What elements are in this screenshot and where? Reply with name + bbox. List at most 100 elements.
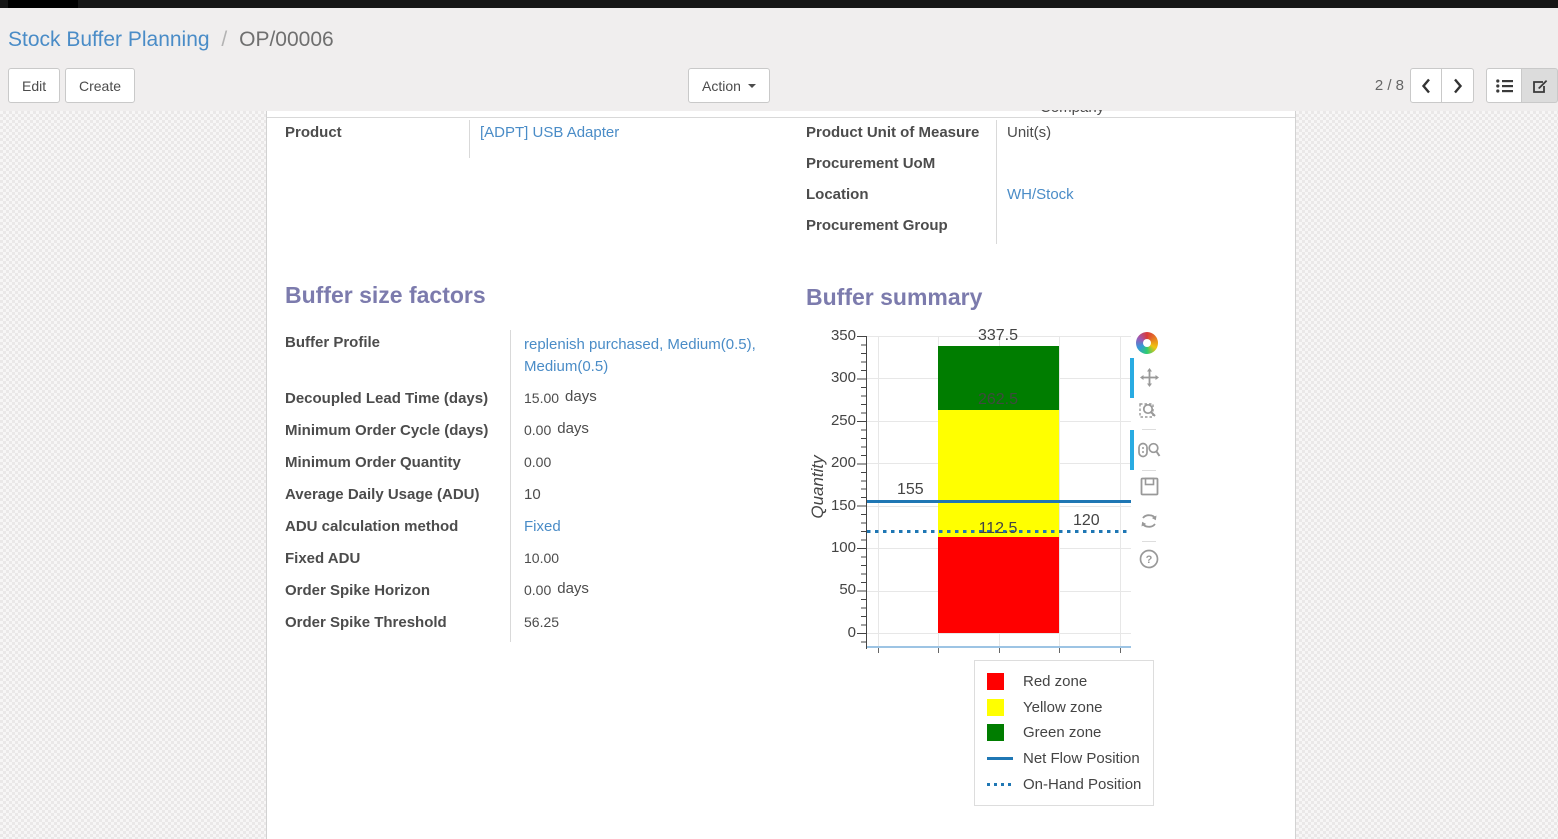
- action-label: Action: [702, 77, 741, 94]
- pager-next-button[interactable]: [1442, 68, 1474, 103]
- zoom-in-out-button[interactable]: [1137, 440, 1161, 460]
- order-spike-horizon-value: 0.00: [524, 582, 552, 598]
- reset-button[interactable]: [1139, 511, 1159, 531]
- chevron-right-icon: [1453, 78, 1462, 93]
- x-axis-tick: [1120, 648, 1121, 653]
- legend-item-net-flow[interactable]: Net Flow Position: [987, 750, 1153, 767]
- caret-down-icon: [747, 83, 756, 88]
- clipped-company-value: Company: [1040, 110, 1160, 117]
- gridline: [878, 336, 879, 646]
- field-row-adu: Average Daily Usage (ADU) 10: [285, 482, 790, 514]
- plotly-logo-icon[interactable]: [1136, 332, 1158, 354]
- field-row-min-order-cycle: Minimum Order Cycle (days) 0.00 days: [285, 418, 790, 450]
- product-field-group: Product [ADPT] USB Adapter: [285, 120, 790, 158]
- y-tick-label: 150: [830, 497, 856, 514]
- adu-method-value-link[interactable]: Fixed: [524, 518, 561, 535]
- field-row-procurement-group: Procurement Group: [806, 213, 1295, 244]
- buffer-profile-value-link[interactable]: replenish purchased, Medium(0.5), Medium…: [524, 336, 756, 375]
- decoupled-lead-time-label: Decoupled Lead Time (days): [285, 386, 511, 418]
- product-value-link[interactable]: [ADPT] USB Adapter: [480, 124, 620, 141]
- legend-item-yellow-zone[interactable]: Yellow zone: [987, 698, 1153, 716]
- order-spike-horizon-label: Order Spike Horizon: [285, 578, 511, 610]
- min-order-quantity-label: Minimum Order Quantity: [285, 450, 511, 482]
- pan-button[interactable]: [1139, 367, 1159, 387]
- legend-item-on-hand[interactable]: On-Hand Position: [987, 776, 1153, 793]
- pager-previous-button[interactable]: [1410, 68, 1442, 103]
- red-top-value-label: 112.5: [978, 520, 1018, 537]
- procurement-uom-field-value: [997, 151, 1007, 159]
- help-icon: ?: [1139, 549, 1159, 569]
- uom-field-group: Product Unit of Measure Unit(s) Procurem…: [806, 120, 1295, 244]
- legend-label: Net Flow Position: [1023, 750, 1140, 768]
- box-zoom-button[interactable]: [1139, 400, 1159, 420]
- chevron-left-icon: [1421, 78, 1430, 93]
- field-row-location: Location WH/Stock: [806, 182, 1295, 213]
- breadcrumb: Stock Buffer Planning / OP/00006: [8, 28, 334, 52]
- adu-value: 10: [524, 486, 541, 503]
- yellow-zone-bar: [938, 410, 1059, 537]
- decoupled-lead-time-unit: days: [565, 388, 597, 405]
- modebar-separator: [1142, 470, 1156, 471]
- help-button[interactable]: ?: [1139, 549, 1159, 569]
- y-tick-label: 300: [830, 369, 856, 386]
- x-axis-tick: [938, 648, 939, 653]
- top-navbar-segment: [8, 0, 78, 8]
- on-hand-value-label: 120: [1073, 512, 1100, 529]
- field-row-procurement-uom: Procurement UoM: [806, 151, 1295, 182]
- fixed-adu-label: Fixed ADU: [285, 546, 511, 578]
- y-tick-label: 100: [830, 539, 856, 556]
- chart-plot-area[interactable]: 337.5 262.5 112.5 155 120: [866, 327, 1131, 653]
- modebar-separator: [1142, 541, 1156, 542]
- list-icon: [1495, 78, 1513, 93]
- legend-label: On-Hand Position: [1023, 775, 1142, 793]
- pager-count: 2 / 8: [1374, 77, 1404, 94]
- x-axis-line: [867, 646, 1131, 648]
- net-flow-value-label: 155: [897, 481, 924, 498]
- order-spike-threshold-value: 56.25: [524, 614, 560, 630]
- location-field-label: Location: [806, 182, 997, 213]
- create-button[interactable]: Create: [65, 68, 136, 103]
- field-row-order-spike-threshold: Order Spike Threshold 56.25: [285, 610, 790, 642]
- yellow-zone-swatch: [987, 698, 1004, 716]
- save-button[interactable]: [1139, 476, 1159, 496]
- legend-item-green-zone[interactable]: Green zone: [987, 724, 1153, 742]
- save-icon: [1140, 477, 1158, 495]
- breadcrumb-parent-link[interactable]: Stock Buffer Planning: [8, 28, 210, 51]
- y-tick-label: 50: [839, 581, 856, 598]
- gridline: [1059, 336, 1060, 646]
- procurement-group-field-label: Procurement Group: [806, 213, 997, 244]
- decoupled-lead-time-value: 15.00: [524, 390, 560, 406]
- action-dropdown-button[interactable]: Action: [688, 68, 770, 103]
- on-hand-position-line: [867, 530, 1131, 533]
- field-row-fixed-adu: Fixed ADU 10.00: [285, 546, 790, 578]
- buffer-factors-group: Buffer Profile replenish purchased, Medi…: [285, 330, 790, 642]
- field-row-product: Product [ADPT] USB Adapter: [285, 120, 790, 158]
- form-view-button[interactable]: [1522, 68, 1558, 103]
- red-zone-swatch: [987, 673, 1004, 691]
- y-tick-label: 200: [830, 454, 856, 471]
- control-panel: Stock Buffer Planning / OP/00006 Edit Cr…: [0, 8, 1558, 111]
- fixed-adu-value: 10.00: [524, 550, 560, 566]
- gridline: [1120, 336, 1121, 646]
- top-navbar: [0, 0, 1558, 8]
- edit-button[interactable]: Edit: [8, 68, 61, 103]
- order-spike-horizon-unit: days: [557, 580, 589, 597]
- adu-label: Average Daily Usage (ADU): [285, 482, 511, 514]
- pan-icon: [1139, 367, 1159, 387]
- procurement-group-field-value: [997, 213, 1007, 221]
- sheet-divider-line: [267, 117, 1295, 118]
- chart-y-axis-title: Quantity: [808, 455, 827, 519]
- zoom-in-out-icon: [1137, 442, 1160, 457]
- y-tick-label: 0: [847, 624, 856, 641]
- field-row-uom: Product Unit of Measure Unit(s): [806, 120, 1295, 151]
- legend-item-red-zone[interactable]: Red zone: [987, 673, 1153, 691]
- view-switcher: [1486, 68, 1558, 103]
- breadcrumb-current: OP/00006: [239, 28, 334, 51]
- list-view-button[interactable]: [1486, 68, 1522, 103]
- min-order-cycle-label: Minimum Order Cycle (days): [285, 418, 511, 450]
- green-top-value-label: 337.5: [977, 327, 1019, 344]
- uom-field-value: Unit(s): [1007, 124, 1052, 141]
- green-bottom-value-label: 262.5: [977, 391, 1019, 408]
- location-value-link[interactable]: WH/Stock: [1007, 186, 1074, 203]
